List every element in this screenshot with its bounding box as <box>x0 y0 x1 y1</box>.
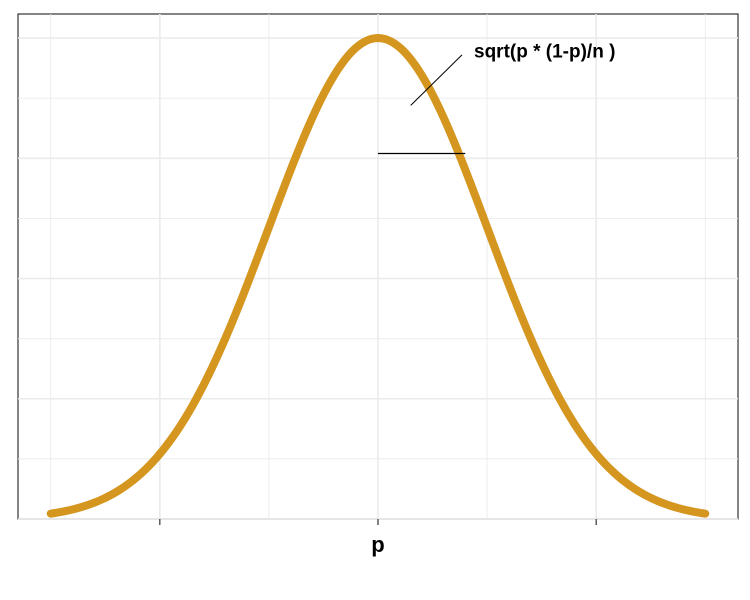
grid <box>18 14 738 520</box>
x-ticks: p <box>159 519 597 557</box>
annotation-label: sqrt(p * (1-p)/n ) <box>474 41 615 62</box>
x-tick-label: p <box>371 532 384 557</box>
annotation-leader-line <box>410 54 463 106</box>
series-line <box>46 34 710 518</box>
